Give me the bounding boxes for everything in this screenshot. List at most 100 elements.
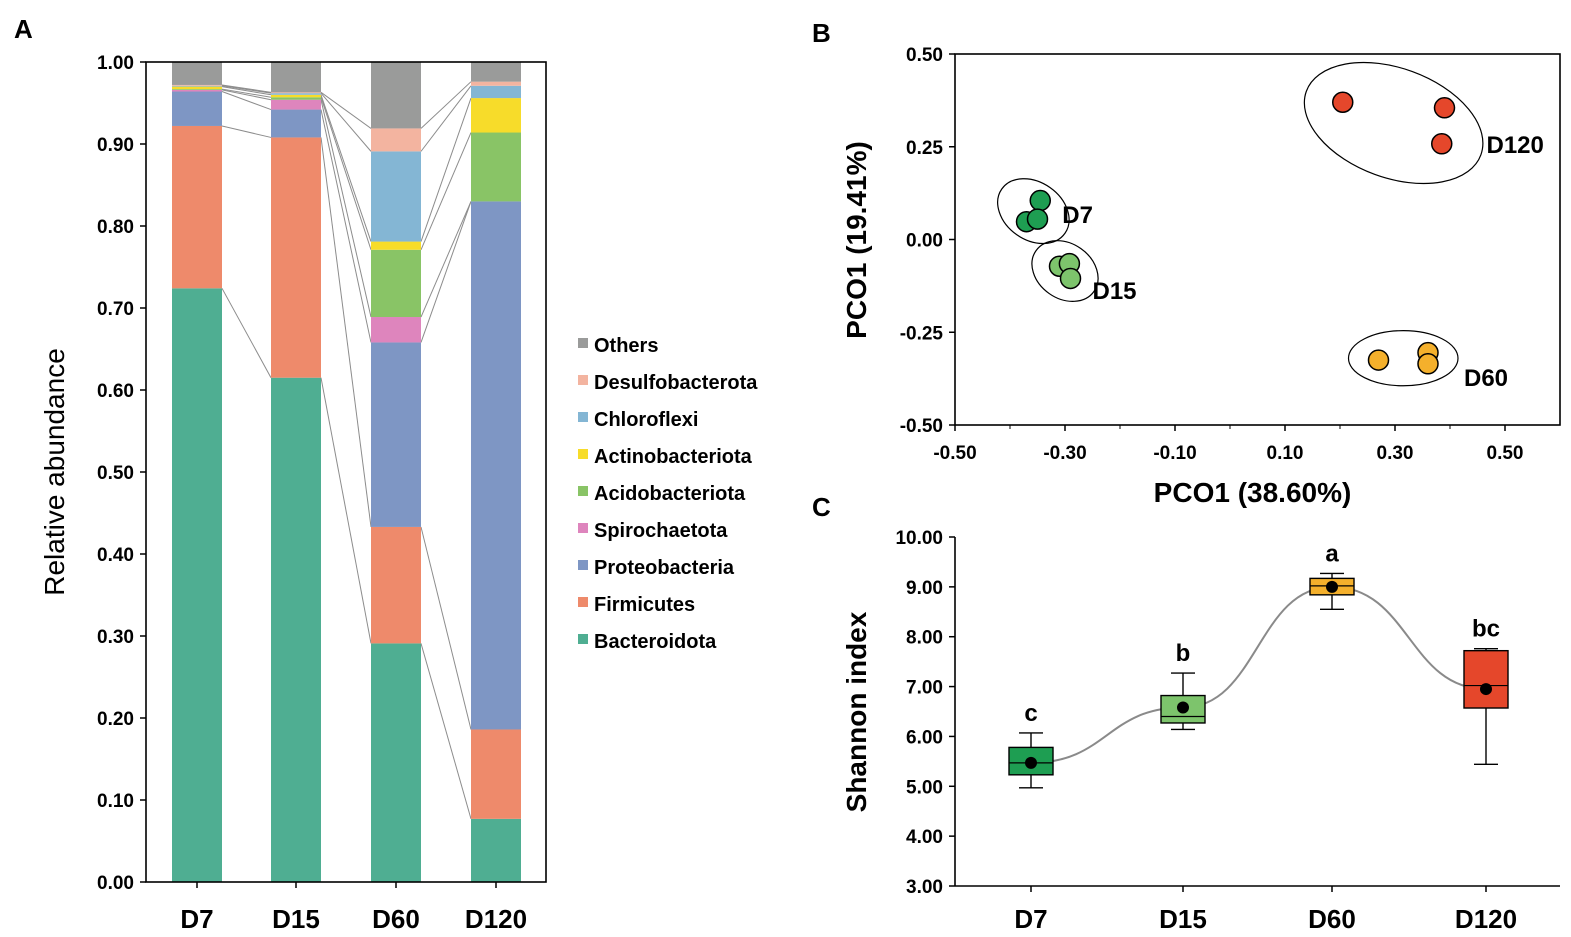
y-tick-label: 10.00 (895, 528, 943, 549)
legend-label-acidobacteriota: Acidobacteriota (594, 483, 746, 505)
connector-line (320, 137, 372, 528)
bar-segment-d15-bacteroidota (271, 377, 321, 882)
significance-letter: c (1024, 700, 1037, 727)
legend-label-desulfobacterota: Desulfobacterota (594, 372, 758, 394)
x-tick-label: -0.10 (1153, 443, 1196, 464)
connector-line (420, 201, 472, 318)
connector-line (320, 99, 372, 318)
connector-line (221, 89, 272, 101)
legend-label-actinobacteriota: Actinobacteriota (594, 446, 753, 468)
y-tick-label: 5.00 (906, 777, 943, 798)
panel-label-b: B (812, 18, 831, 48)
legend-swatch-bacteroidota (578, 634, 588, 644)
stacked-bar-chart: D7 D15 D60 D120 0.00 0.10 0.20 0.30 0.40 0.50 0.60… (39, 53, 758, 934)
x-axis-label: PCO1 (38.60%) (1154, 477, 1352, 508)
legend-label-chloroflexi: Chloroflexi (594, 409, 698, 431)
connector-line (420, 526, 472, 730)
mean-trend-line (1030, 585, 1487, 764)
scatter-point-d7 (1026, 208, 1049, 230)
connector-line (320, 109, 372, 343)
y-tick-label: 0.10 (97, 791, 134, 812)
connector-line (420, 85, 472, 152)
mean-marker (1177, 701, 1189, 714)
x-tick-label: D60 (372, 904, 420, 934)
bar-segment-d60-spirochaetota (371, 317, 421, 343)
panel-label-c: C (812, 492, 831, 522)
group-ellipse-d120 (1303, 61, 1484, 185)
connector-line (420, 81, 472, 129)
bar-segment-d60-firmicutes (371, 526, 421, 644)
legend-swatch-chloroflexi (578, 412, 588, 422)
legend-label-proteobacteria: Proteobacteria (594, 557, 735, 579)
y-tick-label: 0.00 (906, 231, 943, 252)
y-axis-label: Relative abundance (39, 348, 70, 596)
connector-line (420, 132, 472, 250)
y-tick-label: 0.50 (97, 463, 134, 484)
scatter-point-d60 (1367, 349, 1390, 371)
connector-line (420, 643, 472, 819)
group-label-d120: D120 (1487, 132, 1544, 159)
y-tick-label: 0.25 (906, 138, 943, 159)
bar-segment-d60-chloroflexi (371, 151, 421, 242)
significance-letter: a (1325, 540, 1339, 567)
bar-segment-d60-proteobacteria (371, 342, 421, 527)
legend-swatch-acidobacteriota (578, 486, 588, 496)
bar-segment-d60-acidobacteriota (371, 249, 421, 318)
bar-segment-d60-bacteroidota (371, 643, 421, 882)
x-tick-label: 0.50 (1487, 443, 1524, 464)
y-tick-label: 4.00 (906, 827, 943, 848)
bar-segment-d7-chloroflexi (172, 85, 222, 87)
bar-segment-d120-desulfobacterota (471, 81, 521, 86)
scatter-point-d7 (1029, 189, 1051, 212)
x-tick-label: 0.30 (1377, 443, 1414, 464)
bar-segment-d15-actinobacteriota (271, 94, 321, 98)
box-d120 (1463, 649, 1509, 709)
bar-segment-d120-chloroflexi (471, 85, 521, 99)
connector-line (221, 85, 272, 94)
bar-segment-d120-firmicutes (471, 729, 521, 819)
legend-swatch-actinobacteriota (578, 449, 588, 459)
connector-line (420, 201, 472, 343)
bar-segment-d7-desulfobacterota (172, 84, 222, 86)
y-tick-label: -0.25 (900, 323, 944, 344)
bar-segment-d60-desulfobacterota (371, 128, 421, 152)
legend-swatch-proteobacteria (578, 560, 588, 570)
connector-line (320, 92, 372, 152)
connector-line (221, 125, 272, 138)
scatter-point-d60 (1417, 353, 1439, 375)
scatter-point-d120 (1332, 91, 1354, 113)
bar-segment-d120-others (471, 62, 521, 82)
bar-segment-d15-firmicutes (271, 137, 321, 378)
connector-line (221, 86, 272, 96)
bar-segment-d7-others (172, 62, 222, 85)
connector-line (221, 88, 272, 98)
significance-letter: b (1176, 640, 1191, 667)
legend-label-bacteroidota: Bacteroidota (594, 631, 717, 653)
scatter-point-d120 (1431, 133, 1453, 155)
y-tick-label: 1.00 (97, 53, 134, 74)
bar-segment-d15-others (271, 62, 321, 93)
pcoa-scatter-plot: -0.50 -0.30 -0.10 0.10 0.30 0.50 -0.50 -0.25 0.0… (841, 45, 1561, 508)
bar-segment-d120-acidobacteriota (471, 132, 521, 202)
y-tick-label: 0.50 (906, 45, 943, 66)
bar-segment-d120-bacteroidota (471, 818, 521, 882)
y-tick-label: 0.70 (97, 299, 134, 320)
connector-line (420, 97, 472, 242)
legend-swatch-others (578, 338, 588, 348)
group-label-d7: D7 (1062, 202, 1093, 229)
bar-segment-d120-actinobacteriota (471, 98, 521, 133)
legend-label-firmicutes: Firmicutes (594, 594, 695, 616)
bar-segment-d15-desulfobacterota (271, 92, 321, 94)
y-tick-label: -0.50 (900, 416, 943, 437)
bar-segment-d15-proteobacteria (271, 109, 321, 138)
x-tick-label: D7 (1014, 904, 1047, 934)
bar-segment-d7-acidobacteriota (172, 89, 222, 90)
y-tick-label: 8.00 (906, 628, 943, 649)
group-label-d15: D15 (1093, 278, 1137, 305)
bar-segment-d15-spirochaetota (271, 99, 321, 110)
x-tick-label: D120 (465, 904, 527, 934)
group-ellipse-d7 (997, 178, 1070, 245)
y-tick-label: 0.00 (97, 873, 134, 894)
legend-label-spirochaetota: Spirochaetota (594, 520, 728, 542)
x-tick-label: D7 (180, 904, 213, 934)
